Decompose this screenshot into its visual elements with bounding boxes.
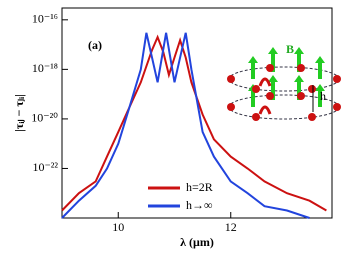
series-line <box>61 34 327 212</box>
x-axis-label: λ (μm) <box>180 235 214 249</box>
plot-frame <box>61 7 333 219</box>
y-tick-label: 10⁻²⁰ <box>31 111 58 125</box>
ring <box>228 66 340 92</box>
series-line <box>61 32 310 219</box>
x-tick-label: 12 <box>225 220 237 234</box>
inset-label: h <box>320 89 326 103</box>
inset-diagram: B h <box>227 42 341 121</box>
particles <box>227 64 341 121</box>
y-tick-label: 10⁻²² <box>32 160 58 174</box>
chart-title: (a) <box>88 38 102 52</box>
x-tick-label: 10 <box>112 220 124 234</box>
y-tick-label: 10⁻¹⁶ <box>32 12 58 26</box>
legend-label: h→∞ <box>186 198 213 212</box>
y-tick-label: 10⁻¹⁸ <box>32 61 58 75</box>
loops <box>258 77 272 115</box>
inset-label: B <box>286 42 294 56</box>
field-arrows <box>248 47 325 107</box>
y-axis-label: |τᵢⱼ − τⱼᵢ| <box>12 94 26 132</box>
legend-label: h=2R <box>186 180 213 194</box>
